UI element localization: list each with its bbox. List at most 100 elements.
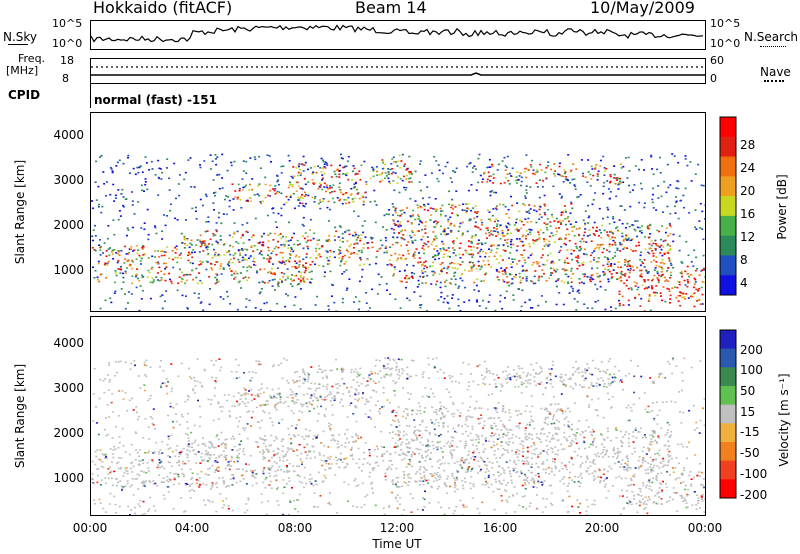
heatmap-cell [435,413,438,415]
heatmap-cell [441,262,444,264]
heatmap-cell [544,213,547,216]
heatmap-cell [147,470,150,472]
heatmap-cell [409,197,412,200]
heatmap-cell [615,427,618,429]
heatmap-cell [577,257,580,259]
heatmap-cell [647,286,650,288]
heatmap-cell [235,468,238,470]
heatmap-cell [683,279,686,282]
heatmap-cell [520,376,523,379]
heatmap-cell [301,194,303,196]
heatmap-cell [619,250,622,252]
heatmap-cell [590,433,593,436]
heatmap-cell [302,247,305,250]
heatmap-cell [160,384,162,387]
heatmap-cell [474,234,477,236]
heatmap-cell [293,175,296,178]
heatmap-cell [686,273,689,275]
heatmap-cell [656,229,659,232]
heatmap-cell [238,187,241,190]
heatmap-cell [135,406,138,408]
heatmap-cell [225,213,228,216]
heatmap-cell [125,469,127,472]
heatmap-cell [269,189,272,192]
heatmap-cell [557,408,560,411]
heatmap-cell [355,239,358,241]
heatmap-cell [126,227,129,229]
heatmap-cell [529,382,532,385]
heatmap-cell [361,268,364,271]
heatmap-cell [602,370,605,373]
heatmap-cell [557,426,560,429]
heatmap-cell [522,506,525,508]
heatmap-cell [430,452,433,454]
heatmap-cell [132,167,135,170]
heatmap-cell [512,494,514,496]
heatmap-cell [336,443,339,445]
heatmap-cell [215,359,218,362]
heatmap-cell [258,194,261,197]
heatmap-cell [568,240,571,242]
heatmap-cell [190,186,193,188]
heatmap-cell [638,269,641,272]
heatmap-cell [382,160,385,163]
heatmap-cell [556,279,559,281]
heatmap-cell [495,208,498,211]
heatmap-cell [405,286,407,289]
heatmap-cell [399,225,402,227]
heatmap-cell [251,471,254,474]
heatmap-cell [543,194,546,197]
heatmap-cell [343,192,346,195]
heatmap-cell [568,220,570,223]
heatmap-cell [525,185,528,187]
heatmap-cell [608,465,611,468]
heatmap-cell [523,171,526,173]
heatmap-cell [235,417,238,419]
heatmap-cell [273,247,276,250]
heatmap-cell [639,230,641,233]
heatmap-cell [611,485,614,487]
heatmap-cell [567,482,570,485]
heatmap-cell [474,211,477,213]
heatmap-cell [218,477,221,479]
heatmap-cell [354,405,357,407]
heatmap-cell [109,379,111,381]
heatmap-cell [478,153,481,156]
heatmap-cell [554,170,557,172]
heatmap-cell [396,259,399,262]
heatmap-cell [241,233,244,236]
heatmap-cell [523,244,526,246]
heatmap-cell [461,209,464,211]
heatmap-cell [564,209,567,212]
heatmap-cell [186,307,189,309]
heatmap-cell [614,251,617,254]
heatmap-cell [91,235,94,238]
heatmap-cell [615,437,618,439]
heatmap-cell [507,451,510,453]
heatmap-cell [504,164,507,167]
heatmap-cell [202,242,205,244]
heatmap-cell [540,407,543,410]
heatmap-cell [381,179,384,181]
heatmap-cell [441,204,444,207]
heatmap-cell [155,261,158,264]
heatmap-cell [525,210,527,213]
heatmap-cell [215,273,218,275]
heatmap-cell [264,487,267,489]
heatmap-cell [398,223,401,226]
heatmap-cell [272,364,275,366]
heatmap-cell [562,303,565,306]
heatmap-cell [525,189,528,191]
heatmap-cell [616,226,619,228]
heatmap-cell [381,167,384,170]
heatmap-cell [484,471,487,473]
heatmap-cell [97,185,100,188]
heatmap-cell [595,385,598,387]
heatmap-cell [346,416,349,418]
heatmap-cell [255,360,258,362]
heatmap-cell [262,442,265,445]
heatmap-cell [432,237,435,240]
heatmap-cell [677,300,680,302]
heatmap-cell [257,185,260,187]
heatmap-cell [151,281,154,284]
